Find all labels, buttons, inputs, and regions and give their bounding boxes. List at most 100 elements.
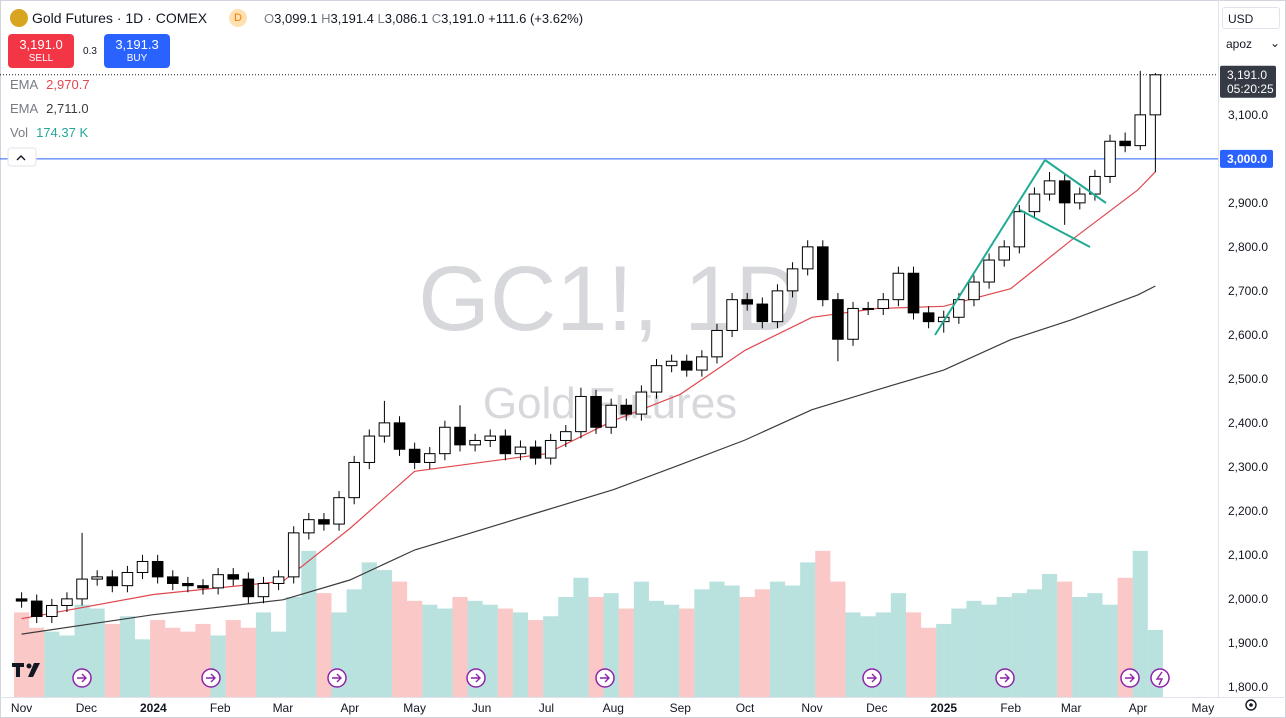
volume-bar [361,562,377,697]
candle-body [333,497,345,525]
candle-body [348,461,360,499]
hline-tag [1220,149,1273,168]
volume-bar [14,612,30,697]
candle-body [499,435,512,455]
candle-body [393,422,406,450]
candle-body [862,307,874,310]
volume-bar [150,620,166,697]
volume-bar [59,635,75,697]
volume-bar [543,616,559,697]
candle-body [741,299,754,305]
x-tick-label: Dec [866,701,887,715]
volume-bar [1057,581,1073,697]
volume-bar [648,600,665,697]
y-tick-label: 1,900.0 [1228,636,1268,650]
x-tick-label: Aug [603,701,624,715]
volume-bar [346,589,362,697]
symbol-logo [10,9,28,27]
candle-body [423,453,436,463]
account-caret[interactable]: ⌄ [1270,36,1281,50]
volume-bar [1011,593,1027,697]
volume-bar [633,581,649,697]
legend-name: Vol [10,125,29,140]
volume-bar [1041,573,1058,697]
candle-body [983,259,995,283]
x-tick-label: 2024 [140,701,167,715]
candle-body [121,571,134,587]
volume-bar [679,608,695,697]
legend-row: EMA 2,970.7 [10,77,90,92]
candle-body [227,574,240,580]
tv-logo [12,663,40,677]
candle-body [544,439,557,459]
arrow-glyph [1125,673,1135,683]
legend-row: EMA 2,711.0 [10,101,89,116]
legend-value: 2,711.0 [46,101,89,116]
sell-button[interactable]: 3,191.0 SELL [8,34,74,68]
volume-bar [225,620,241,697]
candle-body [514,446,527,455]
volume-bar [694,589,710,697]
volume-bar [830,581,846,697]
y-tick-label: 2,400.0 [1228,416,1268,430]
x-tick-label: Jul [539,701,554,715]
candle-body [378,422,391,437]
candle-body [197,585,209,589]
candle-body [106,576,119,587]
ohlc-key: H [321,11,331,26]
candle-body [166,576,179,584]
volume-bar [29,627,45,697]
legend-row: Vol 174.37 K [10,125,88,140]
currency-select[interactable]: USD [1222,7,1280,29]
symbol-title[interactable]: Gold Futures · 1D · COMEX [32,10,208,26]
volume-bar [1102,604,1118,697]
candle-body [529,446,542,459]
volume-bar [573,577,589,697]
candle-body [1104,140,1116,177]
y-tick-label: 2,500.0 [1228,372,1268,386]
ohlc-key: C [431,11,442,26]
candle-body [318,519,330,525]
candle-body [1149,74,1162,116]
candle-body [454,426,466,446]
y-tick-label: 1,800.0 [1228,680,1268,694]
candle-body [711,329,723,358]
y-tick-label: 2,900.0 [1228,196,1268,210]
collapse-button[interactable] [7,147,37,167]
ohlc-value: 3,086.1 [384,11,429,26]
trend-line [934,159,1046,336]
y-tick-label: 2,600.0 [1228,328,1268,342]
buy-button[interactable]: 3,191.3 BUY [104,34,170,68]
volume-bar [482,604,498,697]
candle-body [801,246,814,270]
volume-bar [134,639,151,697]
candle-body [484,435,497,441]
candle-body [1134,114,1147,147]
volume-bar [1117,577,1133,697]
volume-bar [165,627,181,697]
ohlc-value: 3,099.1 [274,11,318,26]
candle-body [998,246,1010,261]
volume-bar [376,570,392,697]
candle-body [469,439,481,446]
volume-bar [271,631,287,697]
ohlc: O3,099.1 H3,191.4 L3,086.1 C3,191.0 +111… [264,11,583,26]
candle-body [1119,140,1131,147]
candle-body [817,246,829,301]
volume-bar [739,597,755,697]
sell-label: SELL [28,53,54,64]
drawings [934,159,1107,336]
candle-layer [15,70,1162,624]
flag-line [1044,159,1107,204]
candle-body [182,582,194,587]
event-icon[interactable] [1150,668,1170,688]
candle-body [771,290,784,323]
candle-body [575,395,587,433]
arrow-glyph [77,673,87,683]
account-label[interactable]: apoz [1226,37,1253,51]
volume-bar [104,623,120,697]
settings-icon[interactable] [1245,699,1257,711]
volume-bar [936,623,952,697]
volume-bar [255,612,272,697]
